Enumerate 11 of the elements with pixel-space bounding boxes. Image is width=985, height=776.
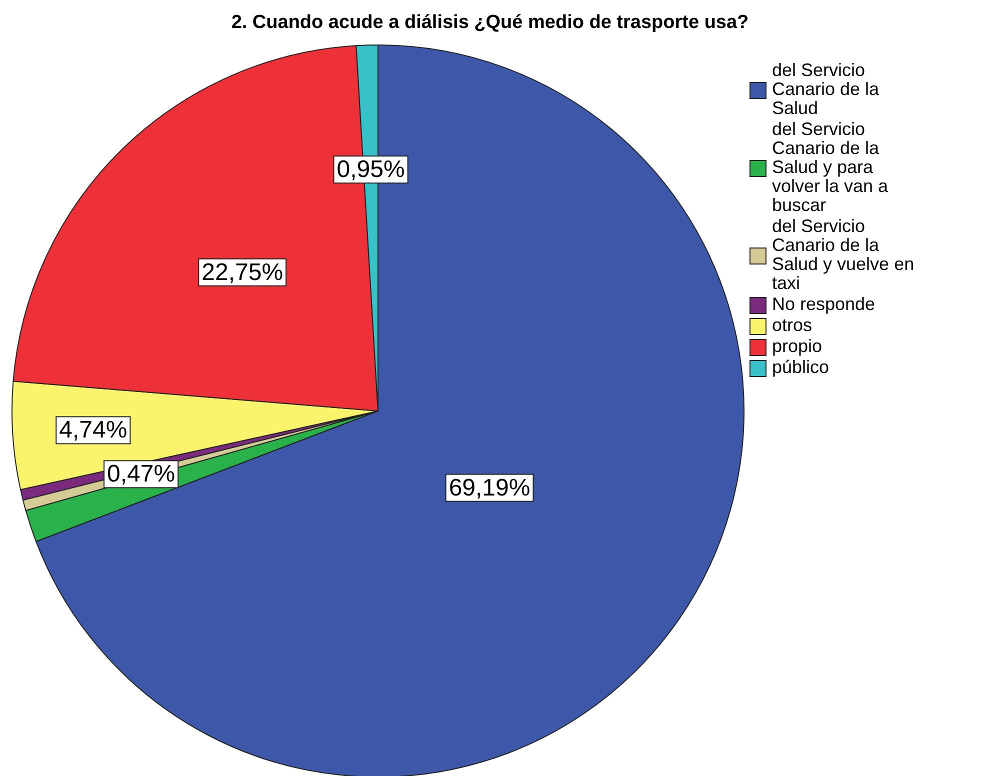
legend-label: del Servicio Canario de la Salud y vuelve en taxi (772, 216, 914, 293)
legend-label: otros (772, 315, 812, 335)
chart-title: 2. Cuando acude a diálisis ¿Qué medio de trasporte usa? (231, 12, 749, 33)
legend-label: propio (772, 336, 822, 356)
data-label: 0,47% (107, 460, 176, 488)
data-label: 0,95% (336, 156, 405, 184)
legend-label: No responde (772, 294, 876, 314)
legend-label: público (772, 357, 830, 377)
data-label: 4,74% (59, 416, 128, 444)
data-label: 69,19% (448, 474, 530, 502)
data-label: 22,75% (202, 258, 284, 286)
